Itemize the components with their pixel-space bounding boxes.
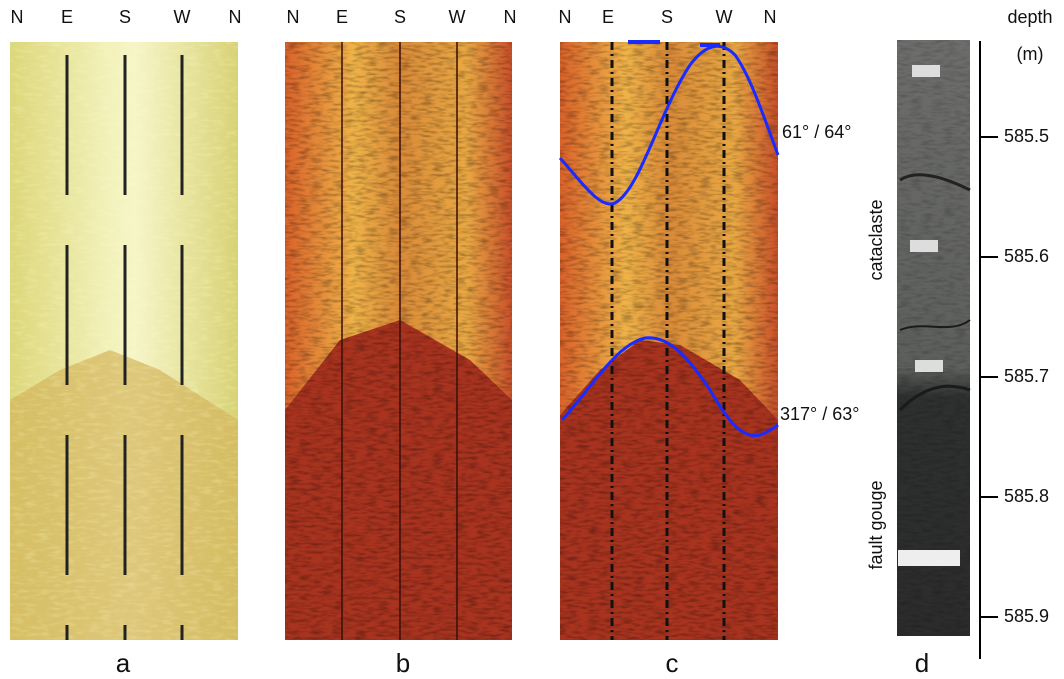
compass-label: W (174, 7, 191, 27)
compass-label: W (449, 7, 466, 27)
image-a (10, 42, 238, 640)
panel-label: a (116, 648, 131, 678)
tick-label: 585.5 (1004, 126, 1049, 146)
compass-label: N (504, 7, 517, 27)
compass-label: W (716, 7, 733, 27)
compass-label: N (11, 7, 24, 27)
compass-label: N (559, 7, 572, 27)
compass-label: N (764, 7, 777, 27)
panel-label: c (666, 648, 679, 678)
compass-label: N (287, 7, 300, 27)
tick-label: 585.6 (1004, 246, 1049, 266)
compass-label: S (394, 7, 406, 27)
annotation: 61° / 64° (782, 122, 851, 142)
tick-label: 585.7 (1004, 366, 1049, 386)
depth-unit: (m) (1017, 44, 1044, 64)
depth-title: depth (1007, 7, 1052, 27)
tick-label: 585.8 (1004, 486, 1049, 506)
panel-label: d (915, 648, 929, 678)
tick-label: 585.9 (1004, 606, 1049, 626)
compass-label: N (229, 7, 242, 27)
unit-label: fault gouge (866, 480, 886, 569)
compass-label: S (119, 7, 131, 27)
compass-label: E (61, 7, 73, 27)
unit-label: cataclaste (866, 199, 886, 280)
core-photo (897, 40, 971, 636)
compass-label: E (602, 7, 614, 27)
image-c (558, 40, 780, 640)
panel-label: b (396, 648, 410, 678)
compass-label: S (661, 7, 673, 27)
annotation: 317° / 63° (780, 404, 859, 424)
compass-label: E (336, 7, 348, 27)
image-b (285, 42, 512, 640)
